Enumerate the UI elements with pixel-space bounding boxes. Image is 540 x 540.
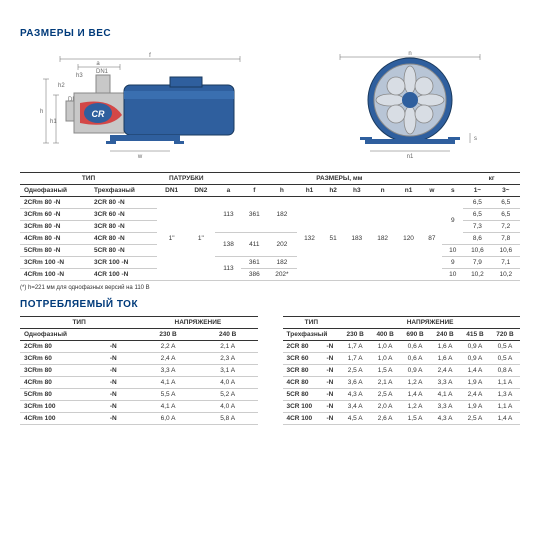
th: w [421,185,442,197]
th: НАПРЯЖЕНИЕ [340,317,520,329]
dimensions-table: ТИП ПАТРУБКИ РАЗМЕРЫ, мм кг Однофазный Т… [20,172,520,281]
th: Трехфазный [283,329,341,341]
th: Однофазный [20,329,138,341]
table-row: 2CR 80-N1,7 A1,0 A0,6 A1,6 A0,9 A0,5 A [283,341,521,353]
table-row: 4CRm 100-N6,0 A5,8 A [20,413,258,425]
svg-text:h3: h3 [76,73,83,79]
th: h2 [322,185,343,197]
current-three-table: ТИП НАПРЯЖЕНИЕ Трехфазный 230 В 400 В 69… [283,316,521,425]
svg-text:n: n [408,51,411,57]
dims-heading: РАЗМЕРЫ И ВЕС [20,28,520,39]
current-single-table: ТИП НАПРЯЖЕНИЕ Однофазный 230 В 240 В 2C… [20,316,258,425]
table-row: 2CRm 80 -N2CR 80 -N1"1"11336118213251183… [20,197,520,209]
th: h3 [344,185,370,197]
table-row: 4CRm 100 -N4CR 100 -N386202*1010,210,2 [20,269,520,281]
table-row: 4CR 100-N4,5 A2,6 A1,5 A4,3 A2,5 A1,4 A [283,413,521,425]
th: a [215,185,241,197]
th-type: ТИП [20,173,157,185]
th: h [267,185,296,197]
th: 400 В [370,329,400,341]
svg-text:s: s [474,136,477,142]
table-row: 3CR 60-N1,7 A1,0 A0,6 A1,6 A0,9 A0,5 A [283,353,521,365]
dim-group-header: ТИП ПАТРУБКИ РАЗМЕРЫ, мм кг [20,173,520,185]
svg-text:f: f [149,53,151,59]
th: n1 [396,185,422,197]
svg-text:w: w [137,154,143,160]
th: Трехфазный [90,185,157,197]
svg-text:a: a [96,61,100,67]
svg-text:CR: CR [92,109,105,119]
th: n [370,185,396,197]
svg-text:h2: h2 [58,83,65,89]
dim-col-header: Однофазный Трехфазный DN1 DN2 a f h h1 h… [20,185,520,197]
table-row: 5CR 80-N4,3 A2,5 A1,4 A4,1 A2,4 A1,3 A [283,389,521,401]
pump-side-view: f a h h1 h2 h3 w DN2 DN1 [20,45,280,160]
table-row: 5CRm 80-N5,5 A5,2 A [20,389,258,401]
th-ports: ПАТРУБКИ [157,173,215,185]
th: 3~ [492,185,520,197]
th: 690 В [400,329,430,341]
table-row: 2CRm 80-N2,2 A2,1 A [20,341,258,353]
svg-text:DN1: DN1 [96,69,109,75]
th: 240 В [198,329,258,341]
diagram-row: f a h h1 h2 h3 w DN2 DN1 [20,45,520,160]
th: h1 [297,185,323,197]
table-row: 4CRm 80-N4,1 A4,0 A [20,377,258,389]
table-row: 3CRm 100 -N3CR 100 -N11336118297,97,1 [20,257,520,269]
pump-front-view: n n1 s [310,45,510,160]
th: 240 В [430,329,460,341]
th: НАПРЯЖЕНИЕ [138,317,257,329]
table-row: 3CRm 100-N4,1 A4,0 A [20,401,258,413]
dim-footnote: (*) h=221 мм для однофазных версий на 11… [20,285,520,291]
table-row: 3CRm 80-N3,3 A3,1 A [20,365,258,377]
th: 1~ [463,185,491,197]
table-row: 3CRm 60-N2,4 A2,3 A [20,353,258,365]
th: s [442,185,463,197]
svg-text:h: h [40,109,43,115]
th: DN2 [186,185,215,197]
th: f [241,185,267,197]
th: 720 В [490,329,520,341]
th: 415 В [460,329,490,341]
th-kg: кг [463,173,520,185]
th: DN1 [157,185,186,197]
th: 230 В [340,329,370,341]
th: Однофазный [20,185,90,197]
table-row: 3CR 80-N2,5 A1,5 A0,9 A2,4 A1,4 A0,8 A [283,365,521,377]
table-row: 4CR 80-N3,6 A2,1 A1,2 A3,3 A1,9 A1,1 A [283,377,521,389]
th-dims: РАЗМЕРЫ, мм [215,173,463,185]
svg-text:n1: n1 [407,154,414,160]
th: ТИП [20,317,138,329]
current-heading: ПОТРЕБЛЯЕМЫЙ ТОК [20,299,520,310]
table-row: 3CR 100-N3,4 A2,0 A1,2 A3,3 A1,9 A1,1 A [283,401,521,413]
th: ТИП [283,317,341,329]
th: 230 В [138,329,198,341]
svg-text:h1: h1 [50,119,57,125]
